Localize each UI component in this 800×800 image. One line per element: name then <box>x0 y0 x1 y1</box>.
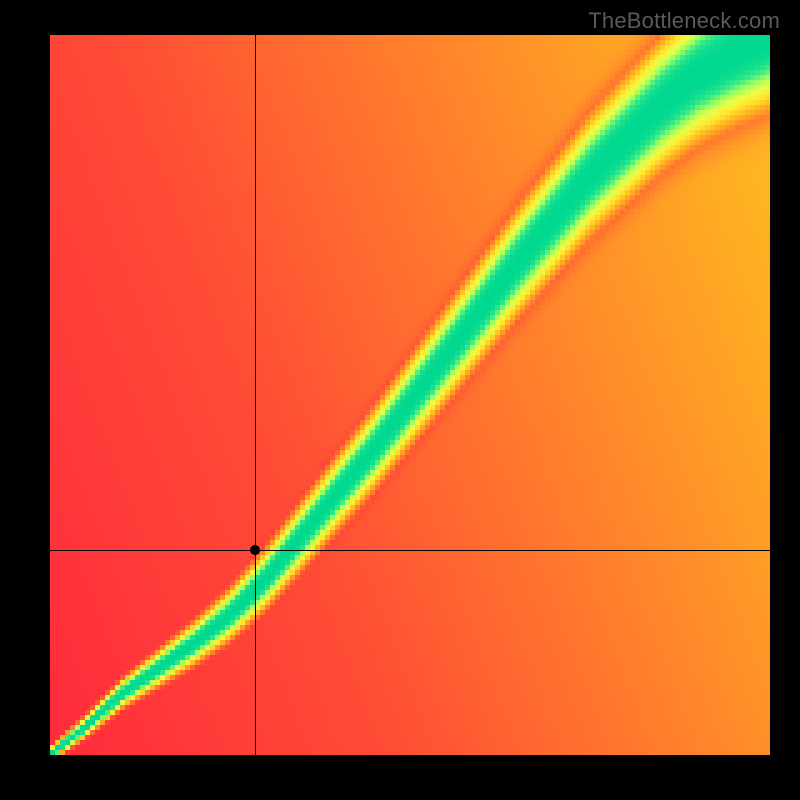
crosshair-marker <box>250 545 260 555</box>
heatmap-canvas <box>50 35 770 755</box>
crosshair-vertical <box>255 35 256 755</box>
watermark-text: TheBottleneck.com <box>588 8 780 34</box>
crosshair-horizontal <box>50 550 770 551</box>
bottleneck-heatmap <box>50 35 770 755</box>
